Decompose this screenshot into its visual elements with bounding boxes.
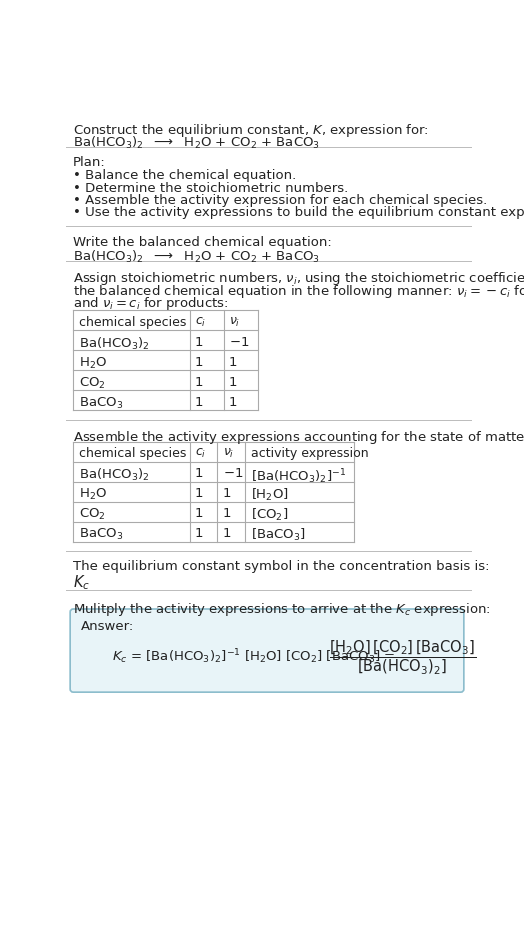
- Text: • Balance the chemical equation.: • Balance the chemical equation.: [73, 169, 297, 182]
- Text: 1: 1: [223, 528, 231, 540]
- Text: CO$_2$: CO$_2$: [79, 508, 105, 523]
- Text: chemical species: chemical species: [79, 447, 186, 460]
- Text: the balanced chemical equation in the following manner: $\nu_i = -c_i$ for react: the balanced chemical equation in the fo…: [73, 283, 524, 300]
- Text: BaCO$_3$: BaCO$_3$: [79, 396, 123, 411]
- Text: CO$_2$: CO$_2$: [79, 376, 105, 391]
- Text: Assign stoichiometric numbers, $\nu_i$, using the stoichiometric coefficients, $: Assign stoichiometric numbers, $\nu_i$, …: [73, 270, 524, 288]
- Text: Ba(HCO$_3$)$_2$  $\longrightarrow$  H$_2$O + CO$_2$ + BaCO$_3$: Ba(HCO$_3$)$_2$ $\longrightarrow$ H$_2$O…: [73, 249, 320, 265]
- Text: $-$1: $-$1: [229, 336, 249, 348]
- Text: chemical species: chemical species: [79, 316, 186, 328]
- Text: Ba(HCO$_3$)$_2$: Ba(HCO$_3$)$_2$: [79, 336, 149, 352]
- Text: $c_i$: $c_i$: [195, 316, 206, 328]
- Text: 1: 1: [195, 528, 203, 540]
- Text: Plan:: Plan:: [73, 157, 106, 169]
- Text: [BaCO$_3$]: [BaCO$_3$]: [250, 528, 305, 544]
- Text: $\nu_i$: $\nu_i$: [229, 316, 241, 328]
- Text: Write the balanced chemical equation:: Write the balanced chemical equation:: [73, 235, 332, 249]
- Text: • Use the activity expressions to build the equilibrium constant expression.: • Use the activity expressions to build …: [73, 206, 524, 219]
- Text: 1: 1: [195, 356, 203, 368]
- Text: [H$_2$O]: [H$_2$O]: [250, 488, 288, 503]
- Text: H$_2$O: H$_2$O: [79, 356, 107, 371]
- Text: Construct the equilibrium constant, $K$, expression for:: Construct the equilibrium constant, $K$,…: [73, 121, 429, 139]
- Text: • Assemble the activity expression for each chemical species.: • Assemble the activity expression for e…: [73, 194, 487, 207]
- Text: • Determine the stoichiometric numbers.: • Determine the stoichiometric numbers.: [73, 181, 348, 195]
- Text: [CO$_2$]: [CO$_2$]: [250, 508, 288, 524]
- Text: 1: 1: [229, 356, 237, 368]
- Text: Answer:: Answer:: [81, 620, 134, 633]
- Text: Mulitply the activity expressions to arrive at the $K_c$ expression:: Mulitply the activity expressions to arr…: [73, 601, 491, 618]
- Text: $-$1: $-$1: [223, 467, 243, 480]
- Text: Assemble the activity expressions accounting for the state of matter and $\nu_i$: Assemble the activity expressions accoun…: [73, 429, 524, 446]
- Text: $\dfrac{[\mathrm{H_2O}]\,[\mathrm{CO_2}]\,[\mathrm{BaCO_3}]}{[\mathrm{Ba(HCO_3)_: $\dfrac{[\mathrm{H_2O}]\,[\mathrm{CO_2}]…: [329, 638, 476, 676]
- Text: 1: 1: [195, 467, 203, 480]
- Text: activity expression: activity expression: [250, 447, 368, 460]
- Text: BaCO$_3$: BaCO$_3$: [79, 528, 123, 543]
- Text: 1: 1: [195, 488, 203, 500]
- Text: 1: 1: [195, 396, 203, 409]
- Text: 1: 1: [229, 376, 237, 389]
- Text: 1: 1: [195, 336, 203, 348]
- Text: $K_c$: $K_c$: [73, 573, 90, 592]
- Text: $\nu_i$: $\nu_i$: [223, 447, 234, 460]
- Text: $c_i$: $c_i$: [195, 447, 206, 460]
- Text: Ba(HCO$_3$)$_2$: Ba(HCO$_3$)$_2$: [79, 467, 149, 483]
- Text: Ba(HCO$_3$)$_2$  $\longrightarrow$  H$_2$O + CO$_2$ + BaCO$_3$: Ba(HCO$_3$)$_2$ $\longrightarrow$ H$_2$O…: [73, 135, 320, 151]
- Text: H$_2$O: H$_2$O: [79, 488, 107, 502]
- Text: 1: 1: [195, 376, 203, 389]
- Text: 1: 1: [223, 508, 231, 520]
- Text: 1: 1: [195, 508, 203, 520]
- Text: $K_c$ = [Ba(HCO$_3$)$_2$]$^{-1}$ [H$_2$O] [CO$_2$] [BaCO$_3$] =: $K_c$ = [Ba(HCO$_3$)$_2$]$^{-1}$ [H$_2$O…: [112, 647, 395, 666]
- Text: 1: 1: [229, 396, 237, 409]
- FancyBboxPatch shape: [70, 609, 464, 692]
- Text: and $\nu_i = c_i$ for products:: and $\nu_i = c_i$ for products:: [73, 295, 229, 312]
- Text: 1: 1: [223, 488, 231, 500]
- Text: [Ba(HCO$_3$)$_2$]$^{-1}$: [Ba(HCO$_3$)$_2$]$^{-1}$: [250, 467, 346, 486]
- Text: The equilibrium constant symbol in the concentration basis is:: The equilibrium constant symbol in the c…: [73, 561, 490, 573]
